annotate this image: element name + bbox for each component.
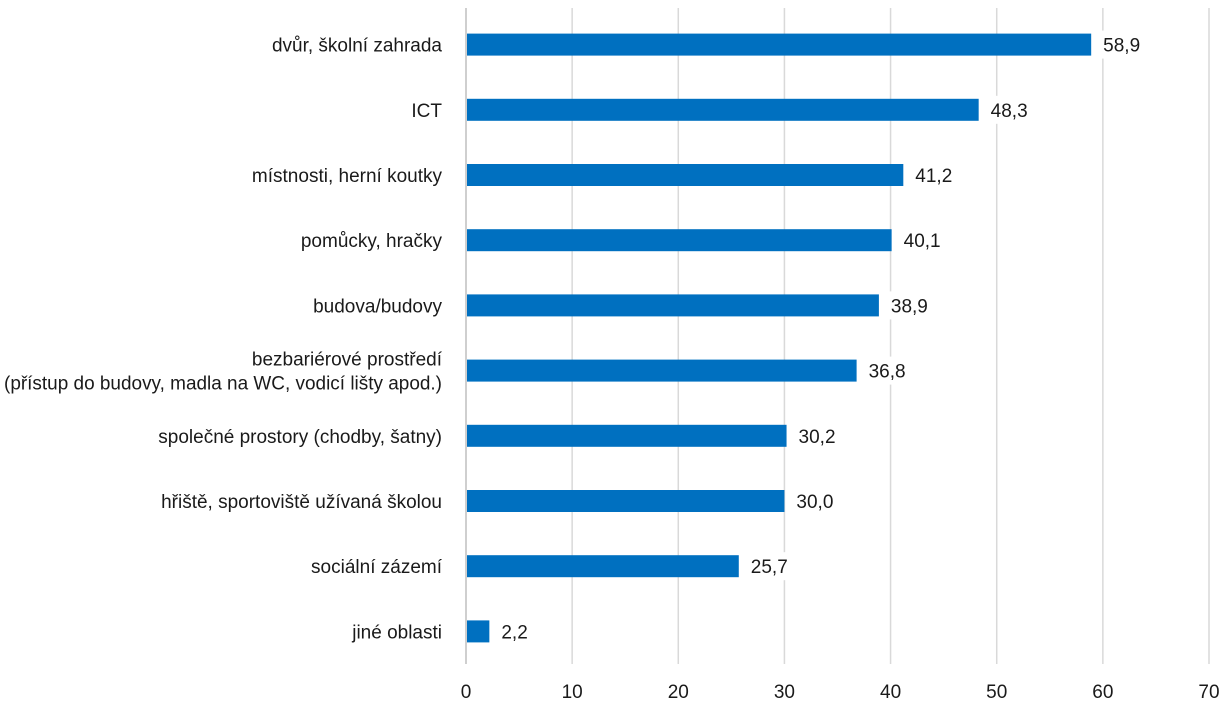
bar xyxy=(467,164,904,186)
category-label: místnosti, herní koutky xyxy=(252,166,443,187)
value-label-background xyxy=(885,291,938,320)
x-tick-label: 70 xyxy=(1198,682,1219,703)
bar xyxy=(467,98,979,121)
category-label: hřiště, sportoviště užívaná školou xyxy=(161,492,442,513)
value-label-background xyxy=(791,487,844,515)
x-tick-label: 40 xyxy=(880,682,901,703)
bar xyxy=(467,33,1092,56)
category-label: společné prostory (chodby, šatny) xyxy=(158,427,442,448)
category-label: bezbariérové prostředí xyxy=(252,350,443,371)
category-label: ICT xyxy=(411,101,442,122)
value-label-background xyxy=(863,356,916,385)
bar xyxy=(467,490,785,512)
x-tick-label: 10 xyxy=(562,682,583,703)
value-label-background xyxy=(496,617,538,646)
x-tick-label: 60 xyxy=(1092,682,1113,703)
category-label: jiné oblasti xyxy=(351,622,442,643)
x-tick-label: 20 xyxy=(668,682,689,703)
category-label: dvůr, školní zahrada xyxy=(272,36,442,57)
value-label-background xyxy=(985,95,1038,124)
value-label-background xyxy=(793,421,846,450)
value-label: 36,8 xyxy=(869,362,906,383)
bar xyxy=(467,359,857,382)
value-label: 38,9 xyxy=(891,296,928,317)
value-label: 58,9 xyxy=(1103,36,1140,57)
value-label-background xyxy=(910,161,963,189)
value-label: 48,3 xyxy=(991,101,1028,122)
category-labels: dvůr, školní zahrada ICT místnosti, herní … xyxy=(4,36,443,644)
value-label-background xyxy=(1098,30,1151,59)
value-label: 2,2 xyxy=(501,622,527,643)
category-label: sociální zázemí xyxy=(311,557,443,578)
bar xyxy=(467,555,739,578)
value-label-background xyxy=(745,552,798,581)
x-tick-label: 30 xyxy=(774,682,795,703)
x-tick-labels: 0 10 20 30 40 50 60 70 xyxy=(461,682,1220,703)
category-label: (přístup do budovy, madla na WC, vodicí … xyxy=(4,374,442,395)
bar xyxy=(467,620,490,643)
value-label: 40,1 xyxy=(904,231,941,252)
value-label-background xyxy=(898,226,951,255)
value-label: 30,0 xyxy=(796,492,833,513)
category-label: budova/budovy xyxy=(313,296,442,317)
bar xyxy=(467,424,787,447)
value-label: 41,2 xyxy=(915,166,952,187)
x-tick-label: 50 xyxy=(986,682,1007,703)
bars xyxy=(467,33,1092,643)
value-label: 30,2 xyxy=(799,427,836,448)
bar xyxy=(467,294,879,317)
bar xyxy=(467,229,892,252)
value-label: 25,7 xyxy=(751,557,788,578)
value-labels: 58,9 48,3 41,2 40,1 38,9 36,8 30,2 30,0 25,7 2,2 xyxy=(496,30,1151,646)
category-label: pomůcky, hračky xyxy=(301,231,443,252)
x-tick-label: 0 xyxy=(461,682,472,703)
